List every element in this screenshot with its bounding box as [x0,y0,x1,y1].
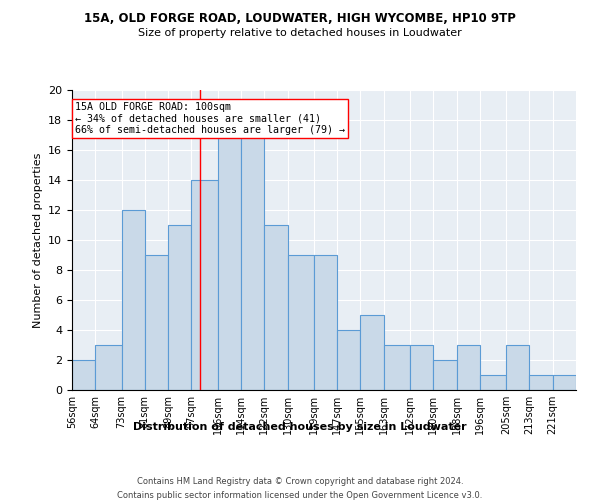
Bar [241,135,264,390]
Bar [168,225,191,390]
Y-axis label: Number of detached properties: Number of detached properties [32,152,43,328]
Bar [95,345,122,390]
Bar [337,330,361,390]
Bar [506,345,529,390]
Bar [457,345,480,390]
Bar [410,345,433,390]
Bar [191,180,218,390]
Bar [287,255,314,390]
Text: 15A, OLD FORGE ROAD, LOUDWATER, HIGH WYCOMBE, HP10 9TP: 15A, OLD FORGE ROAD, LOUDWATER, HIGH WYC… [84,12,516,26]
Bar [145,255,168,390]
Bar [218,135,241,390]
Text: 15A OLD FORGE ROAD: 100sqm
← 34% of detached houses are smaller (41)
66% of semi: 15A OLD FORGE ROAD: 100sqm ← 34% of deta… [75,102,345,135]
Text: Contains HM Land Registry data © Crown copyright and database right 2024.: Contains HM Land Registry data © Crown c… [137,478,463,486]
Bar [480,375,506,390]
Text: Distribution of detached houses by size in Loudwater: Distribution of detached houses by size … [133,422,467,432]
Bar [314,255,337,390]
Bar [433,360,457,390]
Bar [529,375,553,390]
Text: Size of property relative to detached houses in Loudwater: Size of property relative to detached ho… [138,28,462,38]
Bar [553,375,576,390]
Bar [264,225,287,390]
Text: Contains public sector information licensed under the Open Government Licence v3: Contains public sector information licen… [118,491,482,500]
Bar [72,360,95,390]
Bar [384,345,410,390]
Bar [361,315,384,390]
Bar [122,210,145,390]
